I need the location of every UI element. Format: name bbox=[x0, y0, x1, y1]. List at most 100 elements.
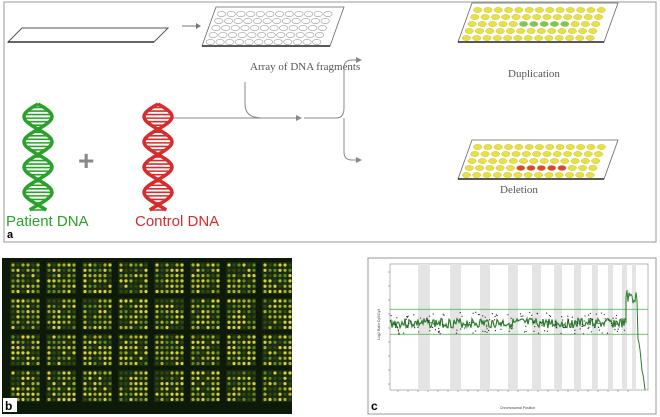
array-spot bbox=[547, 28, 557, 34]
subarray-block bbox=[262, 298, 292, 330]
array-spot bbox=[519, 21, 528, 27]
panel-b-label: b bbox=[5, 399, 12, 413]
array-spot bbox=[565, 35, 574, 41]
array-spot bbox=[514, 144, 524, 150]
array-spot bbox=[283, 39, 293, 45]
arrow-icon bbox=[356, 57, 362, 63]
array-spot bbox=[544, 172, 554, 178]
array-spot bbox=[596, 144, 606, 150]
subarray-block bbox=[10, 334, 40, 366]
array-spot bbox=[492, 35, 502, 41]
array-spot bbox=[472, 172, 482, 178]
array-spot bbox=[243, 18, 253, 24]
array-spot bbox=[508, 158, 518, 164]
array-spot bbox=[492, 172, 502, 178]
array-spot bbox=[534, 172, 543, 178]
array-spot bbox=[560, 158, 570, 164]
array-spot bbox=[594, 14, 603, 20]
array-spot bbox=[557, 28, 567, 34]
array-spot bbox=[315, 32, 325, 38]
array-spot bbox=[524, 144, 534, 150]
array-spot bbox=[295, 32, 305, 38]
array-spot bbox=[511, 14, 521, 20]
array-spot bbox=[273, 39, 283, 45]
branch-line bbox=[304, 59, 356, 119]
subarray-block bbox=[10, 298, 40, 330]
array-spot bbox=[516, 165, 526, 171]
array-spot bbox=[544, 35, 554, 41]
array-spot bbox=[576, 7, 586, 13]
array-spot bbox=[483, 7, 493, 13]
array-spot bbox=[286, 32, 296, 38]
array-spot bbox=[545, 7, 555, 13]
deletion-label: Deletion bbox=[500, 184, 538, 196]
subarray-block bbox=[154, 334, 184, 366]
array-spot bbox=[288, 25, 298, 31]
array-spot bbox=[526, 165, 536, 171]
subarray-block bbox=[118, 370, 148, 402]
array-spot bbox=[495, 28, 505, 34]
panel-a-label: a bbox=[7, 229, 14, 241]
array-spot bbox=[550, 21, 559, 27]
microarray-scan bbox=[10, 262, 292, 402]
array-spot bbox=[493, 144, 503, 150]
duplication-label: Duplication bbox=[508, 68, 560, 80]
subarray-block bbox=[118, 334, 148, 366]
array-spot bbox=[532, 151, 542, 157]
array-spot bbox=[513, 172, 523, 178]
array-spot bbox=[217, 11, 227, 17]
array-spot bbox=[567, 165, 577, 171]
array-spot bbox=[464, 28, 474, 34]
array-spot bbox=[292, 39, 302, 45]
array-spot bbox=[247, 32, 257, 38]
array-spot bbox=[472, 35, 482, 41]
array-spot bbox=[516, 28, 526, 34]
subarray-block bbox=[154, 298, 184, 330]
array-spot bbox=[246, 11, 256, 17]
array-spot bbox=[470, 14, 480, 20]
array-spot bbox=[555, 7, 565, 13]
array-spot bbox=[301, 18, 311, 24]
subarray-block bbox=[46, 298, 76, 330]
array-spot bbox=[511, 151, 521, 157]
array-spot bbox=[313, 11, 323, 17]
subarray-block bbox=[46, 334, 76, 366]
patient-dna-helix-icon bbox=[22, 102, 54, 212]
arrow-icon bbox=[196, 23, 201, 29]
branch-line bbox=[343, 118, 356, 161]
array-spot bbox=[519, 158, 528, 164]
array-spot bbox=[298, 25, 308, 31]
array-spot bbox=[480, 14, 490, 20]
array-spot bbox=[570, 158, 580, 164]
array-spot bbox=[504, 144, 513, 150]
array-spot bbox=[467, 21, 477, 27]
array-spot bbox=[575, 172, 585, 178]
array-spot bbox=[244, 39, 254, 45]
subarray-block bbox=[154, 262, 184, 294]
subarray-block bbox=[10, 262, 40, 294]
array-spot bbox=[495, 165, 505, 171]
array-spot bbox=[550, 158, 559, 164]
array-spot bbox=[255, 11, 265, 17]
array-spot bbox=[578, 165, 587, 171]
array-spot bbox=[302, 39, 312, 45]
array-spot bbox=[542, 14, 552, 20]
array-spot bbox=[461, 172, 471, 178]
array-spot bbox=[281, 18, 291, 24]
array-spot bbox=[565, 144, 575, 150]
array-spot bbox=[539, 158, 549, 164]
array-spot bbox=[275, 11, 285, 17]
array-spot bbox=[588, 28, 598, 34]
array-spot bbox=[310, 18, 320, 24]
array-spot bbox=[560, 21, 570, 27]
array-spot bbox=[521, 151, 531, 157]
array-spot bbox=[482, 35, 492, 41]
array-spot bbox=[552, 14, 562, 20]
array-spot bbox=[583, 151, 593, 157]
array-spot bbox=[586, 144, 596, 150]
array-spot bbox=[501, 14, 511, 20]
array-spot bbox=[473, 7, 482, 13]
array-spot bbox=[228, 32, 238, 38]
array-spot bbox=[485, 165, 495, 171]
array-spot bbox=[218, 32, 228, 38]
